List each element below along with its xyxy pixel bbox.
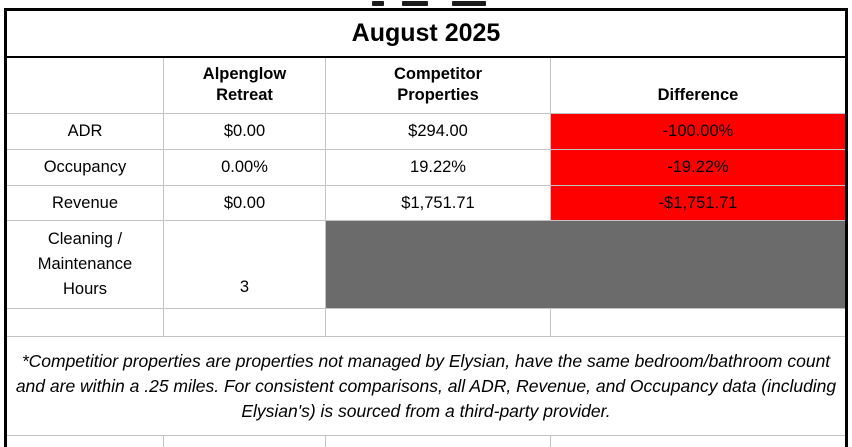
row-label-occupancy[interactable]: Occupancy <box>7 150 164 186</box>
column-header-competitor[interactable]: Competitor Properties <box>326 58 551 114</box>
empty-cell[interactable] <box>164 309 326 337</box>
cell-revenue-property[interactable]: $0.00 <box>164 186 326 221</box>
table-row-partial-bottom <box>7 436 845 447</box>
cell-revenue-difference[interactable]: -$1,751.71 <box>551 186 845 221</box>
cell-cleaning-hours-blocked[interactable] <box>326 221 845 309</box>
cut-off-text-fragment <box>0 0 852 8</box>
empty-cell[interactable] <box>551 436 845 447</box>
table-row-revenue: Revenue $0.00 $1,751.71 -$1,751.71 <box>7 186 845 221</box>
row-label-revenue[interactable]: Revenue <box>7 186 164 221</box>
corner-cell[interactable] <box>7 58 164 114</box>
empty-cell[interactable] <box>7 309 164 337</box>
cell-cleaning-hours-value[interactable]: 3 <box>164 221 326 309</box>
empty-cell[interactable] <box>164 436 326 447</box>
fragment-mark <box>452 1 486 6</box>
table-row-occupancy: Occupancy 0.00% 19.22% -19.22% <box>7 150 845 186</box>
fragment-mark <box>402 1 428 6</box>
cell-occupancy-competitor[interactable]: 19.22% <box>326 150 551 186</box>
empty-cell[interactable] <box>551 309 845 337</box>
cell-adr-competitor[interactable]: $294.00 <box>326 114 551 150</box>
table-row-adr: ADR $0.00 $294.00 -100.00% <box>7 114 845 150</box>
empty-cell[interactable] <box>326 436 551 447</box>
column-header-difference[interactable]: Difference <box>551 58 845 114</box>
month-title-cell[interactable]: August 2025 <box>7 11 845 58</box>
fragment-mark <box>372 1 384 6</box>
cell-occupancy-property[interactable]: 0.00% <box>164 150 326 186</box>
table-title-row: August 2025 <box>7 11 845 58</box>
column-header-property[interactable]: Alpenglow Retreat <box>164 58 326 114</box>
empty-cell[interactable] <box>7 436 164 447</box>
comparison-table: August 2025 Alpenglow Retreat Competitor… <box>4 8 848 447</box>
empty-cell[interactable] <box>326 309 551 337</box>
cell-adr-property[interactable]: $0.00 <box>164 114 326 150</box>
table-row-cleaning-hours: Cleaning / Maintenance Hours 3 <box>7 221 845 309</box>
table-header-row: Alpenglow Retreat Competitor Properties … <box>7 58 845 114</box>
cell-revenue-competitor[interactable]: $1,751.71 <box>326 186 551 221</box>
cell-occupancy-difference[interactable]: -19.22% <box>551 150 845 186</box>
row-label-cleaning-hours[interactable]: Cleaning / Maintenance Hours <box>7 221 164 309</box>
table-row-empty <box>7 309 845 337</box>
footnote-text[interactable]: *Competitior properties are properties n… <box>7 337 845 436</box>
table-footnote-row: *Competitior properties are properties n… <box>7 337 845 436</box>
row-label-adr[interactable]: ADR <box>7 114 164 150</box>
cell-adr-difference[interactable]: -100.00% <box>551 114 845 150</box>
